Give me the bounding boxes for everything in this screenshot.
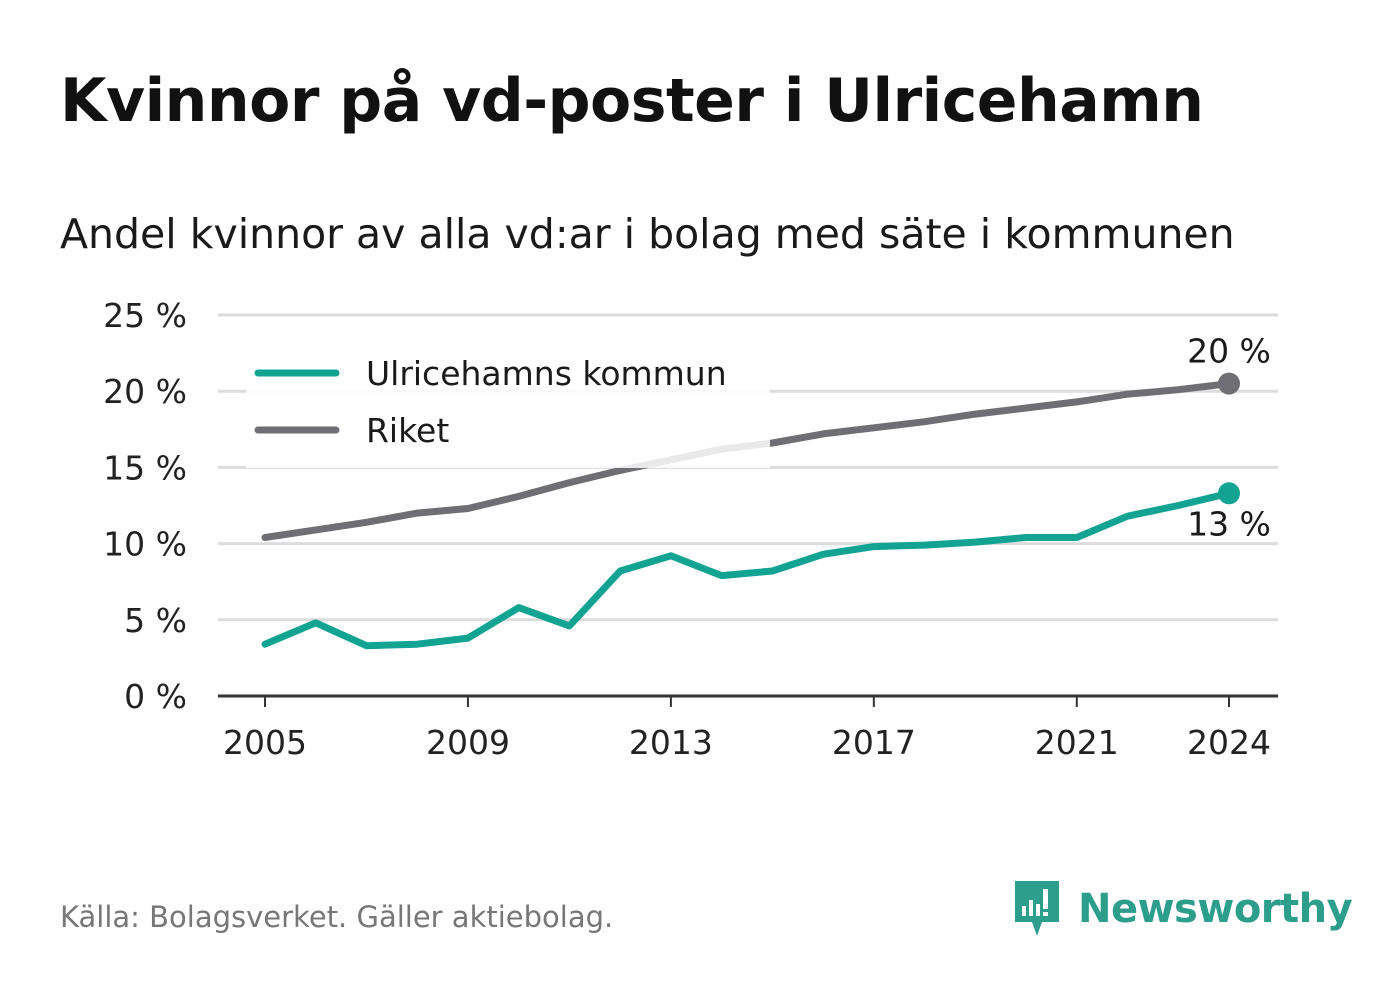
x-axis-ticks: 2005 2009 2013 2017 2021 2024 bbox=[218, 694, 1278, 762]
y-axis-ticks: 0 % 5 % 10 % 15 % 20 % 25 % bbox=[103, 296, 187, 716]
legend-label: Riket bbox=[366, 411, 449, 450]
x-tick-label: 2021 bbox=[1035, 723, 1119, 762]
y-tick-label: 5 % bbox=[124, 601, 187, 640]
end-value-label: 13 % bbox=[1187, 504, 1271, 543]
legend: Ulricehamns kommun Riket bbox=[246, 350, 770, 468]
end-point-marker bbox=[1218, 372, 1240, 395]
y-tick-label: 10 % bbox=[103, 525, 187, 564]
x-tick-label: 2009 bbox=[426, 723, 510, 762]
y-tick-label: 15 % bbox=[103, 448, 187, 487]
x-tick-label: 2005 bbox=[223, 723, 307, 762]
y-tick-label: 25 % bbox=[103, 296, 187, 335]
y-tick-label: 0 % bbox=[124, 677, 187, 716]
end-value-label: 20 % bbox=[1187, 332, 1271, 371]
end-labels: 13 % 20 % bbox=[1187, 332, 1271, 544]
chart-subtitle: Andel kvinnor av alla vd:ar i bolag med … bbox=[60, 210, 1235, 258]
x-tick-label: 2013 bbox=[629, 723, 713, 762]
newsworthy-logo-icon bbox=[1015, 881, 1059, 936]
x-tick-label: 2024 bbox=[1187, 723, 1271, 762]
y-tick-label: 20 % bbox=[103, 372, 187, 411]
chart-title: Kvinnor på vd-poster i Ulricehamn bbox=[60, 66, 1204, 136]
series-line-ulricehamn bbox=[261, 489, 1233, 650]
brand-name: Newsworthy bbox=[1078, 886, 1353, 932]
legend-label: Ulricehamns kommun bbox=[366, 354, 727, 393]
end-point-marker bbox=[1218, 482, 1240, 505]
x-tick-label: 2017 bbox=[832, 723, 916, 762]
source-note: Källa: Bolagsverket. Gäller aktiebolag. bbox=[60, 900, 614, 934]
brand: Newsworthy bbox=[1012, 878, 1353, 940]
